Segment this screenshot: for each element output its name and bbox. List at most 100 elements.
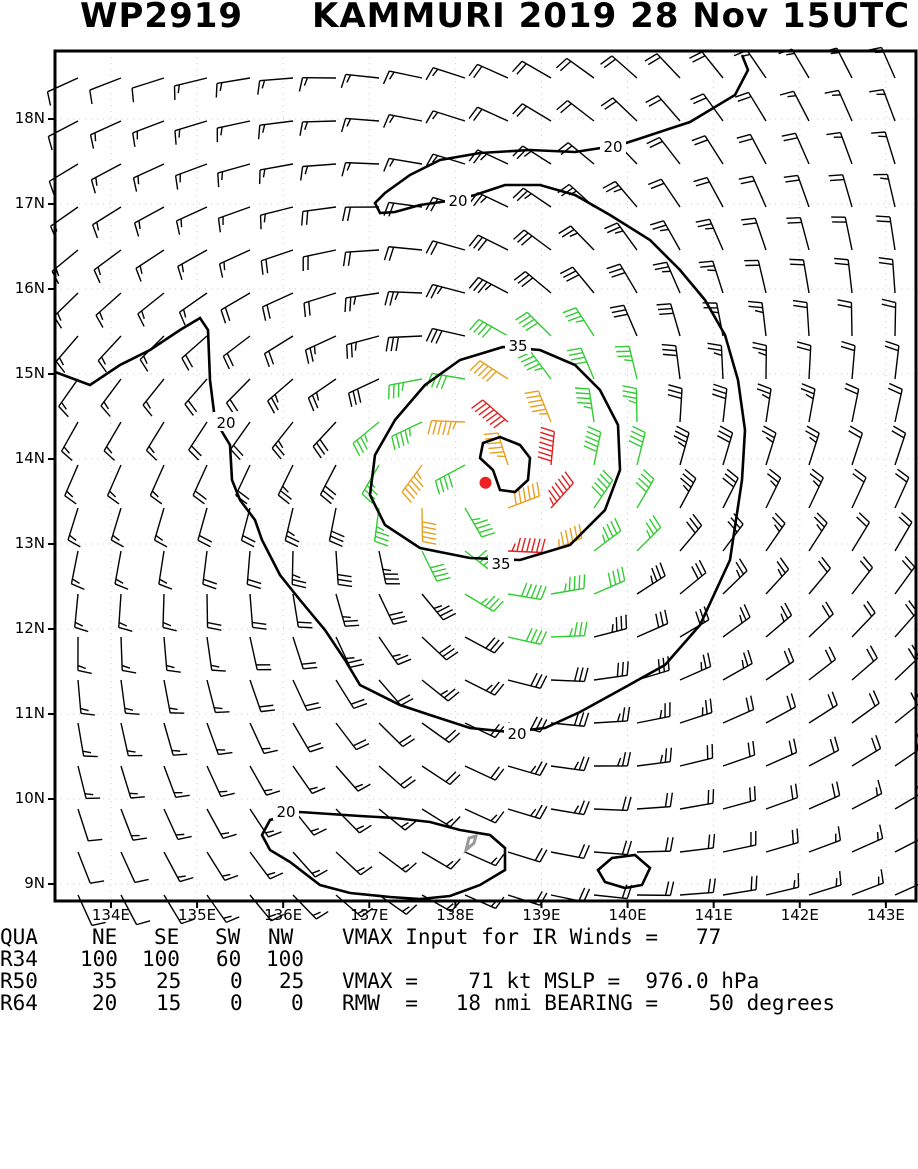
wind-barb	[422, 508, 436, 544]
wind-barb	[594, 567, 625, 594]
wind-barb	[696, 219, 723, 250]
r34-ne: 100	[80, 948, 118, 970]
wind-barb	[766, 873, 799, 895]
wind-barb	[741, 218, 766, 250]
quadrant-header-row: QUA NE SE SW NW VMAX Input for IR Winds …	[0, 926, 51, 948]
wind-barb	[422, 594, 456, 620]
storm-center-marker	[480, 477, 492, 489]
r64-ne: 20	[92, 992, 117, 1014]
wind-barb	[329, 508, 344, 546]
wind-barb	[809, 692, 837, 723]
wind-barb	[422, 766, 460, 784]
vmax-mslp-text: VMAX = 71 kt MSLP = 976.0 hPa	[342, 970, 759, 992]
wind-barb	[250, 637, 271, 670]
wind-barb	[465, 594, 503, 611]
wind-barb	[615, 346, 637, 379]
wind-barb	[515, 312, 551, 336]
wind-barb	[426, 285, 465, 299]
wind-barb	[379, 551, 400, 584]
wind-barb	[748, 301, 766, 336]
lat-label: 14N	[5, 449, 45, 467]
r64-label: R64	[0, 992, 38, 1014]
wind-barb	[594, 841, 631, 855]
wind-barb	[610, 305, 637, 336]
wind-barb	[766, 784, 797, 809]
wind-barb	[594, 752, 630, 766]
wind-barb	[508, 482, 539, 508]
lat-label: 12N	[5, 619, 45, 637]
wind-barb	[852, 513, 869, 551]
wind-barb	[250, 723, 278, 753]
wind-barb	[336, 852, 372, 875]
wind-barb	[766, 603, 791, 637]
wind-barb	[379, 723, 415, 747]
wind-barb	[93, 207, 121, 238]
wind-barb	[207, 809, 237, 838]
wind-barb	[786, 218, 809, 250]
wind-barb	[285, 508, 299, 547]
wind-barb	[766, 558, 789, 594]
wind-barb	[342, 163, 379, 177]
wind-barb	[177, 207, 207, 235]
wind-barb	[604, 223, 637, 250]
wind-barb	[426, 329, 465, 344]
wind-barb	[465, 680, 504, 695]
wind-barb	[265, 336, 293, 367]
wind-barb	[789, 259, 809, 293]
wind-barb	[470, 319, 508, 337]
wind-barb	[347, 336, 379, 359]
r34-sw: 60	[216, 948, 241, 970]
wind-barb	[852, 690, 879, 723]
wind-barb	[680, 699, 712, 723]
wind-barb	[392, 422, 422, 450]
wind-barb	[601, 98, 637, 121]
wind-barb	[261, 250, 293, 275]
wind-barb	[834, 258, 852, 293]
wind-barb	[766, 469, 781, 508]
wind-barb	[876, 216, 895, 250]
wind-barb	[809, 513, 827, 551]
wind-barb	[96, 293, 121, 328]
wind-barb	[94, 250, 121, 283]
wind-barb	[662, 345, 680, 379]
wind-barb	[699, 261, 723, 293]
lat-label: 17N	[5, 194, 45, 212]
wind-barb	[825, 90, 852, 121]
wind-barb	[690, 94, 723, 121]
wind-barb	[801, 384, 815, 422]
contour-label: 20	[603, 138, 622, 156]
wind-barb	[508, 891, 547, 905]
wind-barb	[584, 427, 601, 465]
wind-barb	[637, 837, 673, 852]
wind-barb	[735, 92, 766, 121]
wind-barb	[809, 557, 830, 594]
wind-barb	[250, 680, 275, 712]
wind-barb	[470, 361, 508, 382]
wind-barb	[636, 470, 654, 508]
wind-barb	[426, 68, 465, 80]
wind-barb	[469, 107, 508, 121]
wind-barb	[744, 260, 766, 293]
wind-barb	[379, 680, 413, 705]
lon-label: 138E	[425, 906, 485, 924]
wind-barb	[133, 121, 164, 147]
wind-barb	[723, 696, 754, 723]
wind-barb	[782, 133, 809, 164]
wind-barb	[293, 723, 323, 752]
wind-barb	[345, 293, 379, 312]
wind-barb	[694, 178, 723, 207]
wind-barb	[692, 136, 723, 164]
wind-barb	[657, 304, 680, 336]
wind-barb	[852, 557, 872, 594]
wind-barb	[78, 680, 95, 715]
wind-barb	[513, 61, 551, 78]
wind-barb	[268, 379, 293, 413]
r64-sw: 0	[230, 992, 243, 1014]
wind-barb	[422, 723, 460, 742]
wind-barb	[121, 766, 145, 798]
wind-barb	[723, 741, 755, 766]
wind-barb	[91, 164, 121, 193]
wind-barb	[384, 158, 422, 171]
wind-barb	[402, 465, 423, 502]
